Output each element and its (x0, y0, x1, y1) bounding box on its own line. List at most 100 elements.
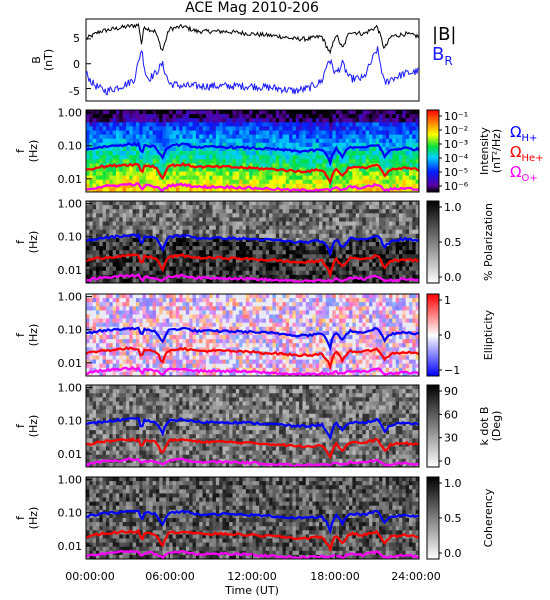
spectrogram-cell (105, 237, 110, 243)
spectrogram-cell (382, 213, 387, 218)
spectrogram-cell (249, 213, 253, 218)
spectrogram-cell (285, 209, 290, 214)
spectrogram-cell (122, 294, 127, 299)
spectrogram-cell (339, 225, 343, 231)
spectrogram-cell (102, 355, 107, 360)
spectrogram-cell (375, 250, 380, 255)
spectrogram-cell (155, 159, 160, 164)
spectrogram-cell (192, 242, 197, 247)
spectrogram-cell (139, 225, 144, 231)
spectrogram-cell (342, 142, 347, 148)
spectrogram-cell (112, 363, 117, 369)
spectrogram-cell (265, 151, 270, 156)
spectrogram-cell (295, 209, 300, 214)
spectrogram-cell (159, 314, 163, 319)
spectrogram-cell (412, 114, 417, 119)
spectrogram-cell (252, 254, 257, 259)
spectrogram-cell (192, 359, 197, 365)
spectrogram-cell (302, 159, 307, 164)
spectrogram-cell (189, 258, 193, 263)
spectrogram-cell (212, 274, 217, 280)
spectrogram-cell (142, 351, 147, 356)
spectrogram-cell (129, 262, 134, 267)
spectrogram-cell (192, 306, 197, 311)
spectrogram-cell (139, 254, 144, 259)
spectrogram-cell (392, 142, 397, 148)
spectrogram-cell (399, 126, 403, 131)
spectrogram-cell (162, 322, 167, 328)
spectrogram-cell (285, 266, 290, 272)
spectrogram-cell (149, 171, 153, 176)
spectrogram-cell (349, 179, 353, 185)
spectrogram-cell (182, 142, 187, 148)
spectrogram-cell (269, 134, 273, 140)
spectrogram-cell (402, 138, 407, 144)
spectrogram-cell (389, 266, 393, 272)
spectrogram-cell (215, 205, 220, 210)
spectrogram-cell (259, 254, 263, 259)
spectrogram-cell (139, 209, 144, 214)
spectrogram-cell (302, 171, 307, 176)
spectrogram-cell (212, 242, 217, 247)
spectrogram-cell (352, 254, 357, 259)
spectrogram-cell (359, 134, 363, 140)
spectrogram-cell (212, 155, 217, 160)
spectrogram-cell (319, 250, 323, 255)
spectrogram-cell (249, 187, 253, 193)
spectrogram-cell (352, 146, 357, 152)
spectrogram-cell (155, 138, 160, 144)
spectrogram-cell (279, 270, 283, 276)
spectrogram-cell (329, 205, 333, 210)
spectrogram-cell (222, 351, 227, 356)
spectrogram-cell (129, 217, 134, 222)
spectrogram-cell (172, 363, 177, 369)
spectrogram-cell (115, 310, 120, 315)
spectrogram-cell (92, 270, 97, 276)
spectrogram-cell (299, 270, 303, 276)
spectrogram-cell (225, 298, 230, 303)
spectrogram-cell (139, 326, 144, 332)
spectrogram-cell (195, 363, 200, 369)
spectrogram-cell (389, 274, 393, 280)
spectrogram-cell (245, 179, 250, 185)
spectrogram-cell (272, 171, 277, 176)
spectrogram-cell (162, 270, 167, 276)
spectrogram-cell (209, 326, 213, 332)
spectrogram-cell (105, 318, 110, 324)
spectrogram-cell (399, 229, 403, 235)
spectrogram-cell (222, 126, 227, 131)
spectrogram-cell (282, 274, 287, 280)
spectrogram-cell (249, 250, 253, 255)
spectrogram-cell (409, 179, 413, 185)
spectrogram-cell (199, 363, 203, 369)
spectrogram-cell (355, 262, 360, 267)
spectrogram-cell (265, 126, 270, 131)
spectrogram-cell (86, 347, 90, 352)
spectrogram-cell (92, 278, 97, 284)
spectrogram-cell (409, 221, 413, 226)
spectrogram-cell (212, 371, 217, 377)
spectrogram-cell (305, 217, 310, 222)
spectrogram-cell (152, 159, 157, 164)
spectrogram-cell (222, 298, 227, 303)
spectrogram-cell (269, 118, 273, 123)
spectrogram-cell (179, 167, 183, 172)
spectrogram-cell (309, 266, 313, 272)
spectrogram-cell (335, 151, 340, 156)
spectrogram-cell (189, 339, 193, 344)
spectrogram-cell (175, 266, 180, 272)
spectrogram-cell (142, 246, 147, 251)
spectrogram-cell (255, 233, 260, 239)
spectrogram-cell (172, 167, 177, 172)
spectrogram-cell (139, 363, 144, 369)
spectrogram-cell (412, 163, 417, 168)
spectrogram-cell (262, 118, 267, 123)
spectrogram-cell (195, 155, 200, 160)
spectrogram-cell (205, 159, 210, 164)
spectrogram-cell (192, 175, 197, 181)
spectrogram-cell (109, 298, 114, 303)
spectrogram-cell (282, 221, 287, 226)
spectrogram-cell (249, 225, 253, 231)
colorbar (426, 200, 440, 284)
spectrogram-cell (102, 159, 107, 164)
